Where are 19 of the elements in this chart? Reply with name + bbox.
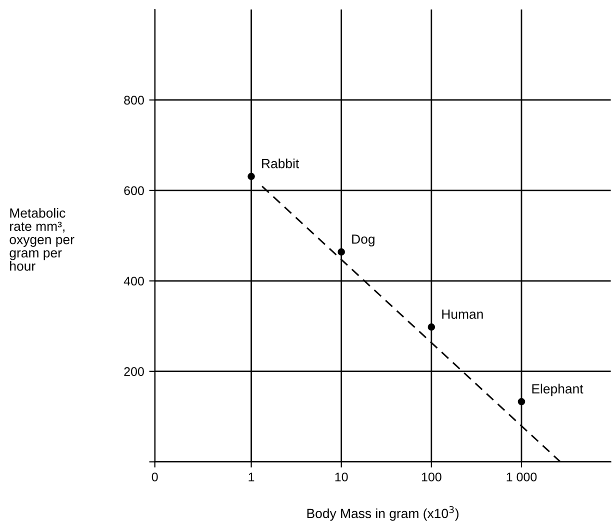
y-tick-label: 200 (124, 367, 144, 376)
y-tick-label: 800 (124, 96, 144, 105)
annotation: Rabbit (262, 158, 300, 168)
y-tick-label: 400 (124, 276, 144, 286)
x-axis-title: Body Mass in gram (x10$^{3}$) (307, 506, 458, 521)
point (518, 398, 526, 406)
annotation: Human (442, 310, 483, 319)
x-tick-label: 1 (248, 472, 254, 482)
x-tick-label: 100 (422, 472, 442, 482)
point (338, 248, 345, 256)
annotation: Elephant (532, 384, 584, 396)
y-tick-label: 600 (124, 186, 144, 196)
annotation: Dog (352, 234, 374, 246)
x-tick-label: 10 (335, 472, 348, 482)
y-axis-title: Metabolic rate mm³, oxygen per gram per hour (10, 208, 74, 271)
x-tick-label: 0 (152, 472, 158, 482)
point (248, 172, 255, 180)
point (428, 323, 436, 331)
x-tick-label: 1 000 (506, 472, 537, 482)
